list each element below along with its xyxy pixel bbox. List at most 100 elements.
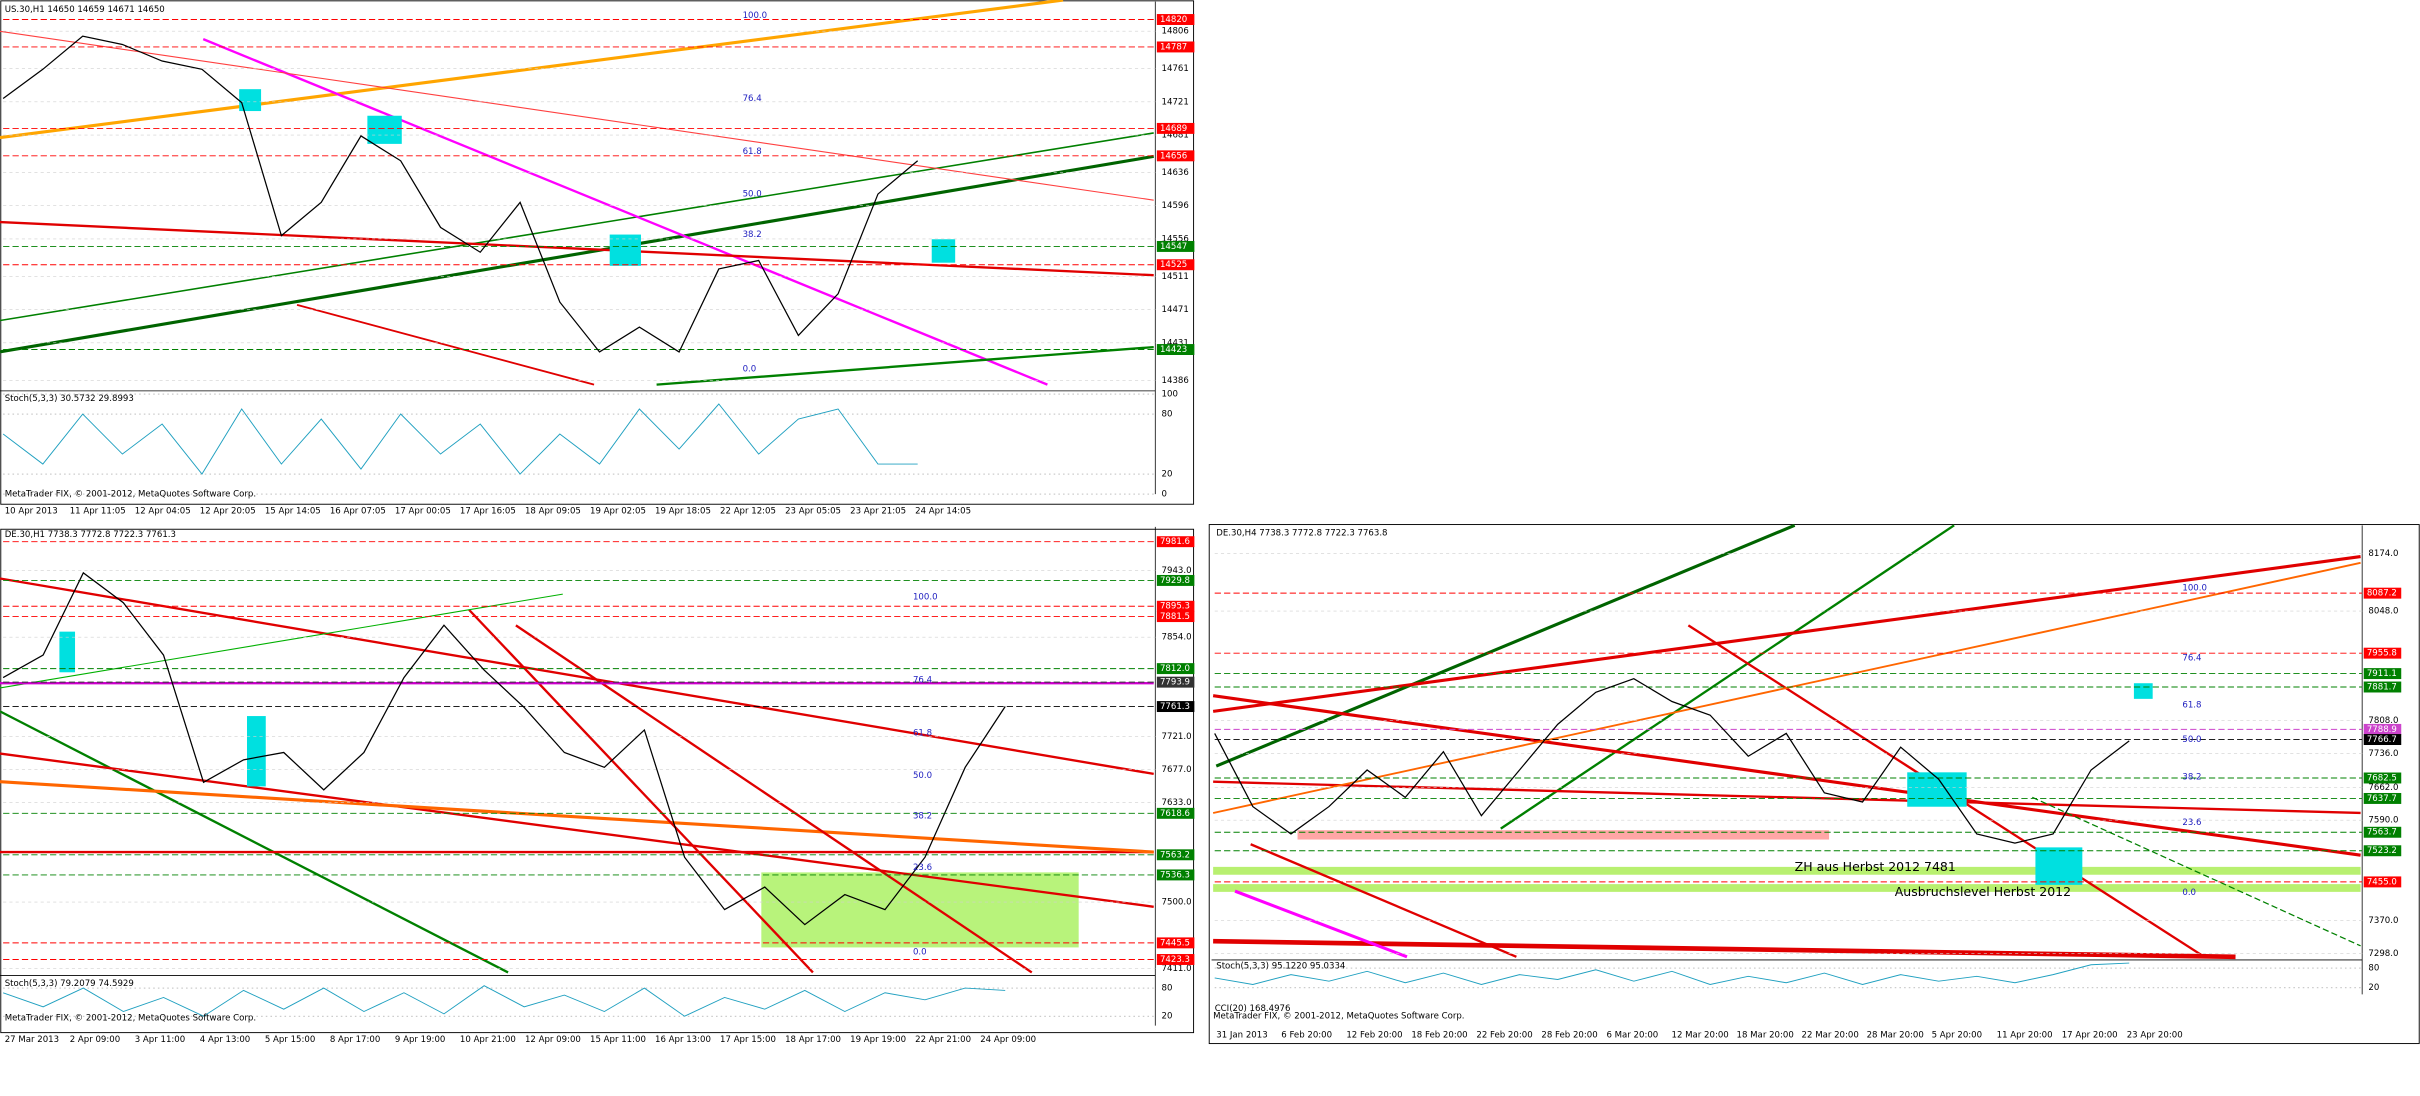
time-label: 17 Apr 00:05: [395, 507, 451, 517]
fib-label: 50.0: [2182, 735, 2201, 745]
y-tick-label: 14596: [1162, 201, 1189, 211]
time-label: 31 Jan 2013: [1216, 1030, 1267, 1040]
level-box: [2363, 668, 2402, 680]
fib-label: 38.2: [2182, 773, 2201, 783]
time-label: 12 Apr 20:05: [200, 507, 256, 517]
level-label: 7929.8: [1160, 576, 1190, 586]
level-label: 7881.7: [2367, 683, 2397, 693]
stoch-tick-label: 100: [1162, 390, 1178, 400]
stoch-line: [1214, 962, 2130, 985]
time-label: 16 Apr 07:05: [330, 507, 386, 517]
time-label: 17 Apr 20:00: [2062, 1030, 2118, 1040]
time-label: 19 Apr 19:00: [850, 1035, 906, 1045]
level-box: [2363, 647, 2402, 659]
time-label: 23 Apr 05:05: [785, 507, 841, 517]
level-box: [1156, 259, 1195, 271]
time-label: 28 Feb 20:00: [1541, 1030, 1597, 1040]
fib-label: 50.0: [913, 771, 932, 781]
y-tick-label: 7662.0: [2368, 783, 2398, 793]
level-label: 7766.7: [2367, 735, 2397, 745]
time-label: 19 Apr 02:05: [590, 507, 646, 517]
y-tick-label: 7500.0: [1162, 898, 1192, 908]
time-label: 11 Apr 11:05: [70, 507, 126, 517]
stoch-label: Stoch(5,3,3) 79.2079 74.5929: [5, 979, 134, 989]
stoch-tick-label: 80: [1162, 410, 1173, 420]
time-label: 16 Apr 13:00: [655, 1035, 711, 1045]
y-tick-label: 14721: [1162, 97, 1189, 107]
y-tick-label: 14431: [1162, 338, 1189, 348]
level-box: [2363, 772, 2402, 784]
level-box: [1156, 344, 1195, 355]
fib-label: 100.0: [2182, 583, 2207, 593]
level-label: 14525: [1160, 260, 1187, 270]
level-label: 7445.5: [1160, 938, 1190, 948]
y-tick-label: 7411.0: [1162, 964, 1192, 974]
fib-label: 23.6: [2182, 818, 2201, 828]
y-tick-label: 14806: [1162, 27, 1189, 37]
level-label: 7955.8: [2367, 649, 2397, 659]
level-box: [2363, 876, 2402, 888]
time-label: 28 Mar 20:00: [1867, 1030, 1924, 1040]
level-label: 7563.2: [1160, 850, 1190, 860]
chart-title: US.30,H1 14650 14659 14671 14650: [5, 5, 165, 15]
stoch-tick-label: 20: [2368, 983, 2379, 993]
y-tick-label: 14511: [1162, 272, 1189, 282]
level-box: [1156, 954, 1195, 965]
time-label: 6 Mar 20:00: [1606, 1030, 1658, 1040]
time-label: 18 Apr 09:05: [525, 507, 581, 517]
y-tick-label: 7721.0: [1162, 732, 1192, 742]
price-line: [1214, 678, 2130, 844]
fib-label: 76.4: [913, 676, 932, 686]
level-box: [1156, 150, 1195, 162]
fib-label: 23.6: [913, 863, 932, 873]
level-label: 7981.6: [1160, 537, 1190, 547]
level-label: 8087.2: [2367, 589, 2397, 599]
level-box: [2363, 587, 2402, 599]
y-tick-label: 7808.0: [2368, 716, 2398, 726]
level-box: [1156, 536, 1195, 548]
time-label: 17 Apr 16:05: [460, 507, 516, 517]
time-label: 2 Apr 09:00: [70, 1035, 120, 1045]
level-label: 7523.2: [2367, 846, 2397, 856]
level-label: 14656: [1160, 151, 1187, 161]
fib-label: 38.2: [743, 230, 762, 240]
drawings: [0, 0, 2361, 974]
copyright: MetaTrader FIX, © 2001-2012, MetaQuotes …: [5, 490, 256, 500]
y-tick-label: 7736.0: [2368, 749, 2398, 759]
fib-label: 0.0: [913, 948, 927, 958]
level-label: 7682.5: [2367, 773, 2397, 783]
level-label: 7793.9: [1160, 678, 1190, 688]
level-label: 14423: [1160, 345, 1187, 355]
time-label: 12 Mar 20:00: [1671, 1030, 1728, 1040]
y-tick-label: 7854.0: [1162, 633, 1192, 643]
cci-label: CCI(20) 168.4976: [1215, 1004, 1291, 1014]
fib-label: 61.8: [913, 729, 932, 739]
level-box: [2363, 792, 2402, 804]
y-tick-label: 14386: [1162, 376, 1189, 386]
panel-frame: [1208, 524, 2420, 1045]
y-tick-label: 7298.0: [2368, 949, 2398, 959]
y-tick-label: 14471: [1162, 305, 1189, 315]
time-label: 22 Feb 20:00: [1476, 1030, 1532, 1040]
level-box: [1156, 41, 1195, 53]
time-label: 18 Mar 20:00: [1737, 1030, 1794, 1040]
level-box: [1156, 611, 1195, 623]
time-label: 23 Apr 21:05: [850, 507, 906, 517]
time-label: 12 Apr 09:00: [525, 1035, 581, 1045]
stoch-label: Stoch(5,3,3) 30.5732 29.8993: [5, 394, 134, 404]
level-label: 14820: [1160, 15, 1187, 25]
panel-frame: [0, 0, 1195, 505]
y-tick-label: 7943.0: [1162, 566, 1192, 576]
time-label: 4 Apr 13:00: [200, 1035, 250, 1045]
time-label: 24 Apr 14:05: [915, 507, 971, 517]
time-label: 18 Apr 17:00: [785, 1035, 841, 1045]
stoch-tick-label: 80: [2368, 964, 2379, 974]
time-label: 23 Apr 20:00: [2127, 1030, 2183, 1040]
level-label: 7812.0: [1160, 664, 1190, 674]
fib-label: 76.4: [743, 94, 762, 104]
level-box: [2363, 681, 2402, 693]
level-box: [1156, 937, 1195, 949]
